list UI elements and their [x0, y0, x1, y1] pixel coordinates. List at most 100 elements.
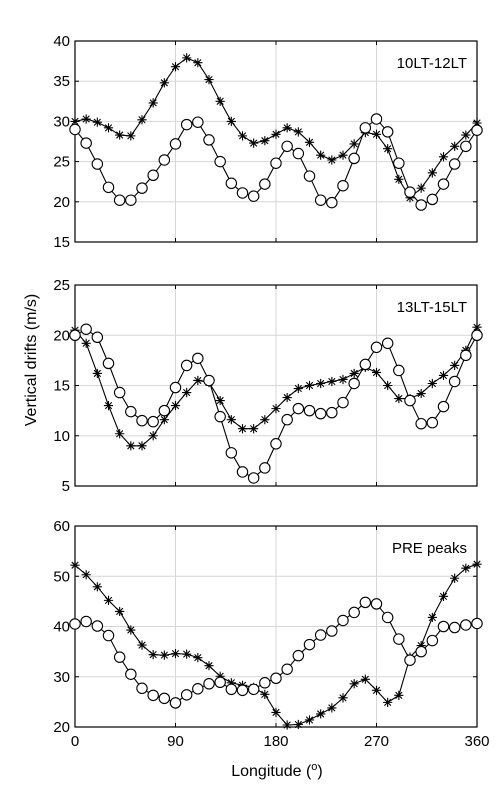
data-point-star: [237, 131, 248, 141]
data-point-star: [260, 689, 270, 699]
x-axis-title-superscript: o: [311, 761, 317, 773]
data-point-star: [126, 625, 136, 635]
data-point-star: [182, 387, 192, 398]
data-point-circle: [136, 682, 148, 695]
data-point-circle: [270, 157, 282, 169]
data-point-circle: [370, 598, 383, 610]
data-point-star: [349, 679, 359, 689]
data-point-circle: [169, 381, 182, 394]
data-point-star: [182, 649, 192, 659]
data-point-star: [271, 129, 281, 139]
data-point-circle: [471, 617, 483, 630]
data-point-circle: [437, 178, 450, 190]
data-point-star: [115, 429, 125, 439]
data-point-star: [260, 415, 270, 425]
data-point-circle: [158, 692, 171, 705]
data-point-star: [226, 116, 236, 126]
data-point-star: [316, 150, 326, 160]
data-point-circle: [203, 374, 215, 387]
data-point-circle: [448, 158, 461, 170]
data-point-circle: [404, 186, 416, 198]
data-point-star: [472, 322, 482, 332]
data-point-star: [92, 117, 102, 127]
data-point-circle: [113, 386, 126, 399]
data-point-star: [148, 431, 158, 441]
data-point-star: [182, 53, 192, 63]
data-point-star: [282, 720, 292, 730]
data-point-circle: [326, 625, 338, 637]
data-point-star: [148, 650, 158, 660]
data-point-star: [103, 123, 114, 133]
data-point-circle: [381, 337, 394, 350]
data-point-circle: [91, 158, 104, 170]
y-tick-label: 5: [62, 478, 70, 495]
data-point-circle: [471, 329, 483, 341]
data-point-circle: [337, 396, 349, 409]
data-point-circle: [415, 199, 427, 211]
data-point-circle: [192, 116, 204, 128]
data-point-circle: [426, 416, 439, 429]
x-tick-label: 0: [71, 733, 79, 750]
data-point-circle: [359, 596, 372, 609]
data-point-circle: [259, 462, 271, 474]
data-point-circle: [247, 190, 260, 202]
data-point-star: [438, 591, 449, 601]
data-point-star: [394, 690, 404, 700]
data-point-circle: [203, 134, 215, 146]
data-point-circle: [460, 140, 472, 153]
data-point-star: [137, 441, 147, 451]
data-point-circle: [460, 619, 472, 631]
data-point-circle: [404, 394, 416, 407]
data-point-star: [226, 415, 236, 425]
y-axis-title: Vertical drifts (m/s): [23, 294, 40, 426]
data-point-star: [215, 96, 225, 106]
data-point-circle: [348, 606, 360, 619]
chart-panels: 15 20 25 30 35 40 10LT-12LT 5 10 15 20 25 13LT-15LT 2…: [53, 33, 489, 750]
y-tick-label: 50: [53, 568, 70, 585]
data-point-circle: [303, 638, 316, 651]
data-point-star: [316, 709, 326, 719]
data-point-circle: [259, 178, 271, 190]
data-point-star: [427, 168, 437, 178]
y-tick-label: 40: [53, 619, 70, 636]
data-point-circle: [236, 466, 249, 478]
data-point-star: [271, 404, 281, 414]
data-point-star: [81, 338, 91, 348]
panel-label: 10LT-12LT: [397, 55, 467, 72]
x-axis-title: Longitude (o): [231, 761, 323, 780]
data-point-circle: [147, 689, 159, 702]
data-point-star: [204, 74, 214, 85]
data-point-star: [70, 116, 80, 126]
data-point-circle: [180, 118, 193, 131]
data-point-circle: [337, 179, 349, 192]
data-point-circle: [203, 678, 215, 690]
data-point-circle: [370, 113, 383, 125]
y-tick-label: 40: [53, 33, 70, 50]
data-point-star: [293, 127, 303, 137]
data-point-star: [137, 115, 147, 125]
data-point-star: [438, 152, 449, 162]
data-point-circle: [180, 359, 193, 372]
data-point-circle: [80, 323, 92, 335]
data-point-star: [282, 123, 292, 133]
data-point-circle: [102, 357, 115, 370]
data-point-circle: [136, 182, 148, 194]
data-point-circle: [125, 405, 137, 418]
data-point-circle: [393, 364, 405, 377]
data-point-star: [237, 424, 248, 434]
data-point-star: [360, 674, 370, 684]
data-point-star: [383, 144, 393, 154]
data-point-circle: [147, 169, 159, 182]
data-point-star: [349, 139, 359, 149]
data-point-circle: [236, 187, 249, 199]
y-tick-label: 30: [53, 669, 70, 686]
data-point-circle: [113, 194, 126, 206]
data-point-circle: [393, 633, 405, 645]
data-point-circle: [281, 140, 293, 153]
data-point-circle: [270, 438, 282, 450]
data-point-star: [215, 671, 225, 681]
y-tick-label: 20: [53, 719, 70, 736]
x-axis-title-suffix: ): [317, 763, 322, 780]
data-point-circle: [415, 417, 427, 430]
